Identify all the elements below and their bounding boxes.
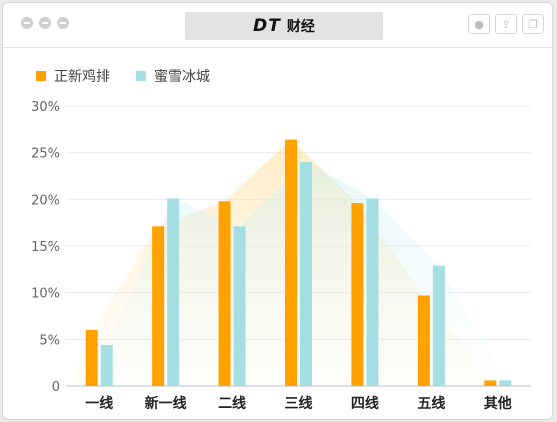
series-area-2 (70, 162, 527, 386)
chart-legend: 正新鸡排 蜜雪冰城 (36, 66, 210, 86)
y-tick-label: 20% (31, 193, 60, 208)
window-title: DT 财经 (185, 12, 383, 40)
bar-series-2 (100, 344, 113, 386)
y-tick-label: 5% (39, 333, 60, 348)
x-tick-label: 三线 (285, 395, 313, 412)
legend-item-series-2: 蜜雪冰城 (136, 66, 210, 86)
share-icon[interactable]: ⇪ (495, 14, 517, 34)
legend-item-series-1: 正新鸡排 (36, 66, 110, 86)
window-controls (21, 17, 69, 29)
window-actions: ● ⇪ ❐ (468, 14, 544, 34)
x-tick-label: 五线 (417, 395, 445, 412)
bar-series-2 (233, 226, 246, 386)
legend-swatch-series-2 (136, 71, 146, 81)
minimize-window-icon[interactable] (39, 17, 51, 29)
y-tick-label: 10% (31, 287, 60, 302)
bar-series-1 (484, 380, 497, 386)
bar-series-1 (152, 226, 165, 386)
legend-label-series-1: 正新鸡排 (54, 69, 110, 85)
copy-icon[interactable]: ❐ (522, 14, 544, 34)
x-tick-label: 其他 (484, 395, 512, 412)
legend-label-series-2: 蜜雪冰城 (154, 69, 210, 85)
bar-series-1 (85, 330, 98, 386)
y-tick-label: 25% (31, 147, 60, 162)
bar-series-2 (499, 380, 512, 386)
close-window-icon[interactable] (21, 17, 33, 29)
bar-series-1 (351, 203, 364, 386)
bar-series-2 (432, 265, 445, 386)
x-tick-label: 四线 (351, 395, 379, 412)
record-icon[interactable]: ● (468, 14, 490, 34)
bar-series-1 (417, 295, 430, 386)
bar-series-1 (285, 139, 297, 386)
bar-series-2 (300, 162, 312, 386)
brand-logo-mark: DT (253, 16, 281, 36)
title-bar: DT 财经 ● ⇪ ❐ (3, 3, 552, 48)
bar-series-1 (218, 201, 231, 386)
bar-series-2 (167, 198, 180, 386)
brand-logo-name: 财经 (286, 19, 315, 35)
x-tick-label: 一线 (85, 395, 113, 412)
zoom-window-icon[interactable] (57, 17, 69, 29)
x-tick-label: 二线 (218, 395, 246, 412)
bar-series-2 (366, 198, 379, 386)
y-tick-label: 30% (31, 100, 60, 115)
legend-swatch-series-1 (36, 71, 46, 81)
y-tick-label: 0 (52, 380, 60, 395)
y-tick-label: 15% (31, 240, 60, 255)
x-tick-label: 新一线 (145, 395, 187, 412)
